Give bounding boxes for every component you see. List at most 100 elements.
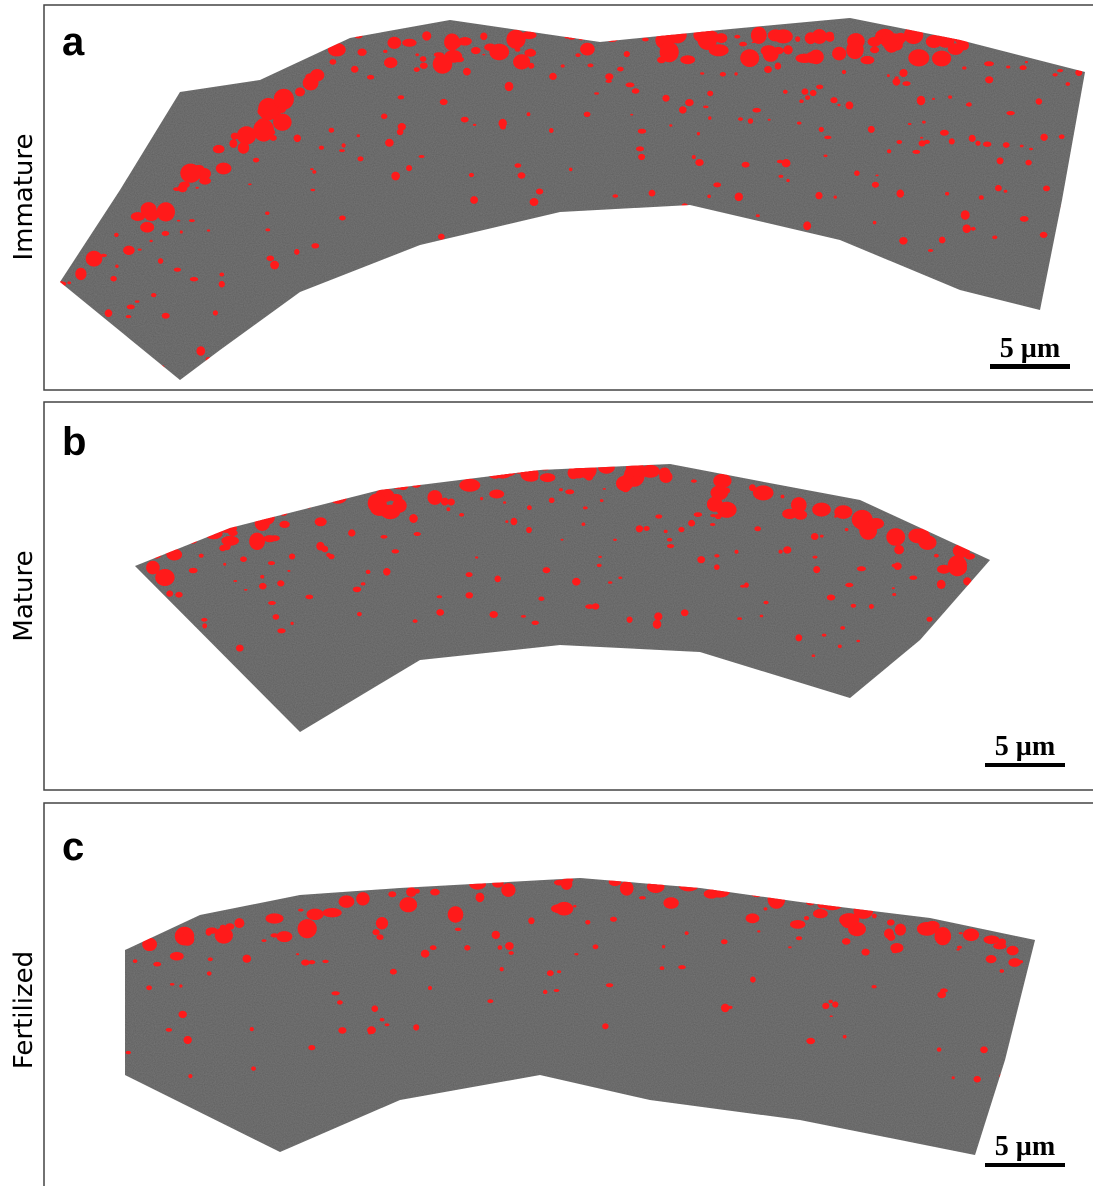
red-spot <box>697 556 706 564</box>
red-spot <box>653 257 659 261</box>
red-spot <box>958 932 963 935</box>
red-spot <box>1036 34 1041 37</box>
red-spot <box>492 879 504 888</box>
red-spot <box>149 239 153 243</box>
red-spot <box>270 260 279 270</box>
red-spot <box>703 217 713 223</box>
red-spot <box>821 506 828 512</box>
red-spot <box>1019 65 1027 71</box>
red-spot <box>870 46 880 54</box>
red-spot <box>498 118 507 128</box>
red-spot <box>180 933 195 946</box>
red-spot <box>613 538 617 541</box>
red-spot <box>368 1031 372 1035</box>
red-spot <box>795 634 803 642</box>
red-spot <box>640 464 660 478</box>
red-spot <box>999 1073 1005 1079</box>
red-spot <box>907 122 912 126</box>
red-spot <box>714 564 720 570</box>
red-spot <box>986 32 997 39</box>
panel-letter: c <box>62 825 84 869</box>
red-spot <box>713 182 722 188</box>
red-spot <box>936 579 946 590</box>
red-spot <box>1043 185 1050 192</box>
red-spot <box>948 95 953 99</box>
red-spot <box>869 531 876 537</box>
red-spot <box>608 581 613 584</box>
red-spot <box>642 37 649 42</box>
red-spot <box>824 135 832 140</box>
red-spot <box>663 529 668 534</box>
micrograph <box>60 18 1085 380</box>
red-spot <box>1058 134 1065 139</box>
red-spot <box>936 665 945 673</box>
panel-letter: b <box>62 420 86 464</box>
red-spot <box>1034 27 1052 43</box>
red-spot <box>62 505 70 512</box>
red-spot <box>885 275 892 282</box>
red-spot <box>172 631 178 634</box>
red-spot <box>738 243 744 248</box>
red-spot <box>872 913 877 919</box>
red-spot <box>186 376 194 380</box>
red-spot <box>834 505 853 519</box>
red-spot <box>308 960 316 965</box>
panel-frame <box>43 802 1093 1186</box>
red-spot <box>599 499 604 503</box>
red-spot <box>796 121 802 125</box>
red-spot <box>263 535 276 543</box>
red-spot <box>360 582 366 586</box>
red-spot <box>721 1003 730 1013</box>
red-spot <box>274 325 279 328</box>
red-spot <box>539 473 556 483</box>
red-spot <box>430 888 440 896</box>
red-spot <box>312 170 317 174</box>
red-spot <box>1060 205 1065 210</box>
red-spot <box>700 72 705 75</box>
red-spot <box>439 98 448 106</box>
red-spot <box>391 549 400 554</box>
red-spot <box>318 145 324 150</box>
red-spot <box>659 966 665 971</box>
red-spot <box>480 32 488 41</box>
red-spot <box>884 928 894 939</box>
red-spot <box>565 489 575 495</box>
red-spot <box>1075 69 1083 76</box>
red-spot <box>572 577 581 586</box>
red-spot <box>406 165 413 172</box>
red-spot <box>837 644 842 649</box>
red-spot <box>432 54 453 74</box>
red-spot <box>739 41 747 47</box>
red-spot <box>214 668 222 674</box>
red-spot <box>832 1001 839 1008</box>
red-spot <box>626 616 633 623</box>
red-spot <box>557 970 562 974</box>
red-spot <box>623 51 630 58</box>
red-spot <box>821 899 843 911</box>
red-spot <box>830 97 838 104</box>
red-spot <box>186 536 198 544</box>
red-spot <box>437 469 448 482</box>
red-spot <box>502 235 509 241</box>
red-spot <box>978 666 982 670</box>
red-spot <box>178 1010 187 1019</box>
red-spot <box>581 522 586 526</box>
red-spot <box>228 529 238 537</box>
red-spot <box>558 488 563 492</box>
red-spot <box>696 132 701 136</box>
red-spot <box>822 1002 830 1010</box>
red-spot <box>415 53 420 57</box>
red-spot <box>153 961 162 967</box>
red-spot <box>631 88 640 94</box>
red-spot <box>413 67 420 72</box>
red-spot <box>261 939 267 942</box>
red-spot <box>1034 34 1041 38</box>
red-spot <box>1035 98 1043 105</box>
red-spot <box>294 248 300 255</box>
red-spot <box>691 155 696 159</box>
panel-frame <box>43 401 1093 791</box>
red-spot <box>196 346 206 356</box>
red-spot <box>260 574 265 579</box>
red-spot <box>142 937 158 952</box>
scale-bar-label: 5 µm <box>995 731 1055 762</box>
